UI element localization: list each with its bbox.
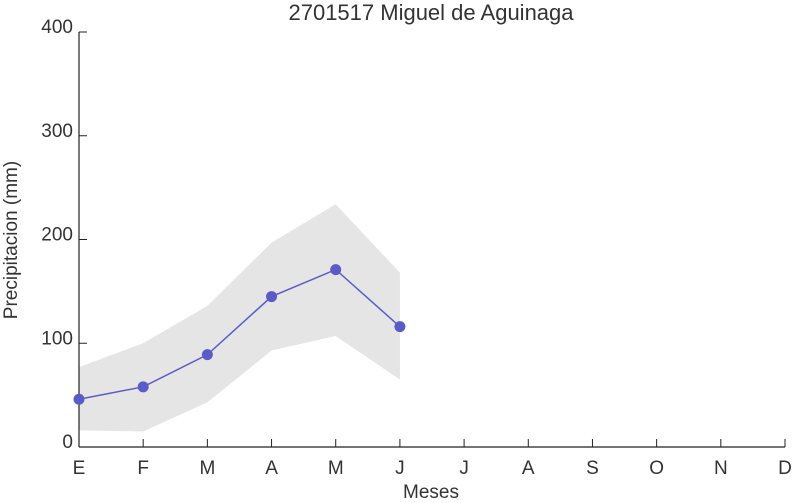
- x-tick-label: D: [778, 458, 792, 479]
- chart-title: 2701517 Miguel de Aguinaga: [288, 0, 574, 25]
- y-tick-label: 400: [41, 17, 73, 38]
- data-point: [394, 321, 406, 333]
- x-tick-label: J: [395, 458, 405, 479]
- y-axis-label: Precipitacion (mm): [1, 161, 22, 319]
- y-tick-label: 0: [62, 432, 73, 453]
- data-point: [330, 264, 342, 276]
- y-tick-label: 200: [41, 225, 73, 246]
- data-point: [137, 381, 149, 393]
- x-tick-label: O: [649, 458, 664, 479]
- y-tick-label: 300: [41, 121, 73, 142]
- x-tick-label: J: [459, 458, 469, 479]
- range-band: [79, 204, 400, 432]
- data-point: [73, 393, 85, 405]
- data-point: [266, 291, 278, 303]
- x-tick-label: M: [328, 458, 344, 479]
- y-tick-label: 100: [41, 328, 73, 349]
- data-line: [78, 268, 401, 401]
- x-tick-label: S: [586, 458, 599, 479]
- x-tick-label: A: [265, 458, 278, 479]
- x-tick-label: N: [714, 458, 728, 479]
- x-tick-label: E: [73, 458, 86, 479]
- x-tick-label: A: [522, 458, 535, 479]
- x-tick-label: M: [199, 458, 215, 479]
- data-point: [201, 349, 213, 361]
- x-tick-label: F: [137, 458, 149, 479]
- x-axis-label: Meses: [403, 482, 459, 503]
